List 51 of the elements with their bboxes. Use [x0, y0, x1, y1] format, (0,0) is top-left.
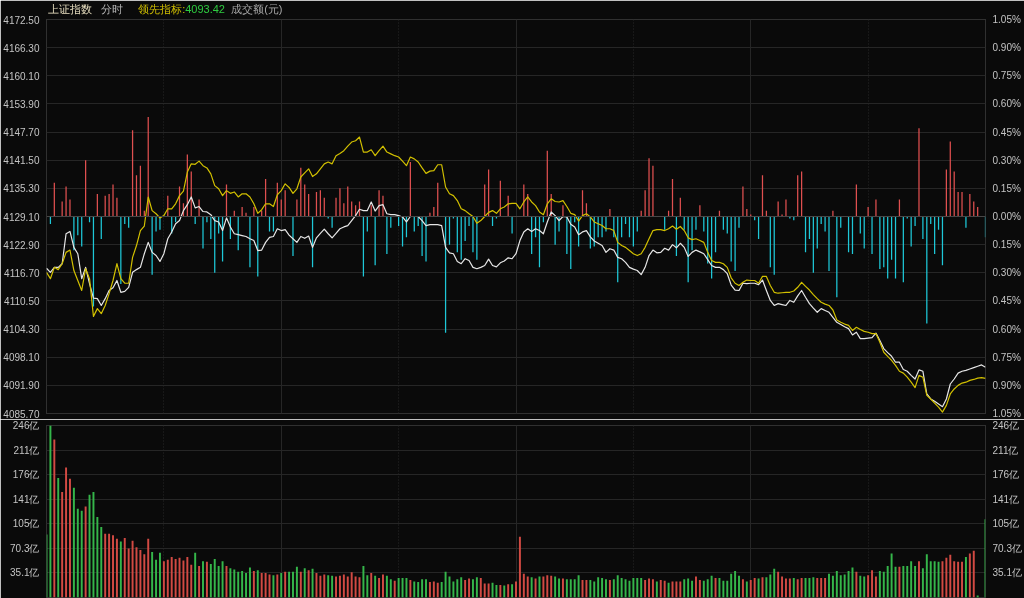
y2-tick-label: 0.45%	[992, 126, 1021, 138]
y2-tick-label: 0.00%	[992, 211, 1021, 222]
y2-tick-label: 246亿	[992, 420, 1020, 431]
text: 4093.42	[185, 2, 225, 15]
y-tick-label: 176亿	[12, 469, 40, 481]
y2-tick-label: 105亿	[992, 518, 1020, 530]
y-tick-label: 4091.90	[3, 380, 40, 392]
y-tick-label: 4104.30	[3, 324, 40, 336]
y-tick-label: 4129.10	[3, 211, 40, 223]
y-tick-label: 4172.50	[3, 14, 40, 26]
y2-tick-label: 0.15%	[992, 239, 1021, 251]
y-tick-label: 4110.50	[4, 295, 40, 307]
line-series	[46, 136, 986, 413]
y2-tick-label: 176亿	[992, 469, 1020, 481]
y2-tick-label: 0.30%	[992, 154, 1021, 166]
text: 领先指标:	[138, 2, 186, 15]
line-series	[46, 196, 986, 408]
y-tick-label: 4098.10	[3, 352, 40, 364]
y2-tick-label: 0.45%	[992, 295, 1021, 307]
y-tick-label: 4160.10	[3, 70, 40, 82]
y2-tick-label: 0.15%	[992, 182, 1021, 194]
y2-tick-label: 35.1亿	[992, 567, 1022, 579]
y-tick-label: 4141.50	[3, 155, 40, 167]
y-tick-label: 35.1亿	[10, 567, 40, 579]
y-tick-label: 141亿	[12, 493, 40, 505]
y2-tick-label: 70.3亿	[992, 542, 1022, 554]
y-tick-label: 4147.70	[3, 127, 40, 139]
chart-subtitle: 分时	[100, 2, 123, 15]
chart-title: 上证指数	[48, 2, 93, 15]
y-tick-label: 4122.90	[3, 239, 40, 251]
y-tick-label: 4116.70	[4, 267, 40, 279]
y-tick-label: 246亿	[12, 420, 40, 431]
y-tick-label: 211亿	[13, 444, 40, 456]
text: 成交额(元)	[231, 2, 283, 15]
y-tick-label: 105亿	[12, 518, 40, 530]
y-tick-label: 4135.30	[3, 183, 40, 195]
y2-tick-label: 0.75%	[992, 351, 1021, 363]
y2-tick-label: 0.60%	[992, 98, 1021, 110]
y2-tick-label: 211亿	[992, 444, 1019, 456]
y2-tick-label: 0.60%	[992, 323, 1021, 335]
y2-tick-label: 0.30%	[992, 267, 1021, 279]
y-tick-label: 4153.90	[3, 98, 40, 110]
y-tick-label: 4166.30	[3, 42, 40, 54]
y-tick-label: 4085.70	[3, 408, 40, 420]
y2-tick-label: 141亿	[992, 493, 1020, 505]
y2-tick-label: 0.75%	[992, 70, 1021, 82]
y2-tick-label: 0.90%	[992, 379, 1021, 391]
y2-tick-label: 1.05%	[992, 14, 1021, 25]
y-tick-label: 70.3亿	[10, 542, 40, 554]
y2-tick-label: 0.90%	[992, 42, 1021, 54]
y2-tick-label: 1.05%	[992, 408, 1021, 419]
